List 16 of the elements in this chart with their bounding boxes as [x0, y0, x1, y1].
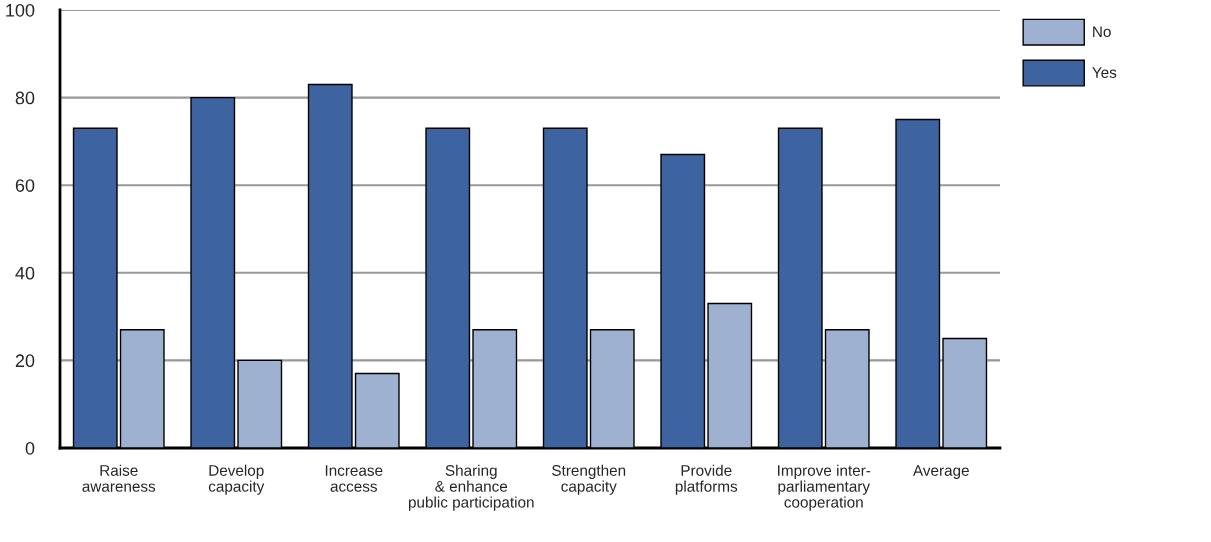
legend-label: No	[1093, 26, 1111, 38]
x-tick-label: Provide platforms	[675, 464, 738, 495]
x-tick-label: Improve inter- parliamentary cooperation	[778, 464, 871, 511]
x-tick-label: Increase access	[325, 465, 383, 492]
y-tick-label: 100	[6, 3, 35, 17]
x-tick-label: Sharing & enhance public participation	[408, 464, 534, 511]
x-tick-label: Average	[912, 465, 969, 479]
x-tick-label: Raise awareness	[82, 464, 156, 492]
y-tick-label: 40	[15, 266, 35, 280]
y-tick-label: 20	[15, 354, 35, 368]
legend-label: Yes	[1092, 67, 1117, 78]
y-tick-label: 60	[15, 179, 35, 192]
y-tick-label: 80	[15, 91, 35, 105]
y-tick-label: 0	[25, 441, 35, 455]
x-tick-label: Strengthen capacity	[552, 464, 626, 495]
x-tick-label: Develop capacity	[208, 464, 265, 495]
